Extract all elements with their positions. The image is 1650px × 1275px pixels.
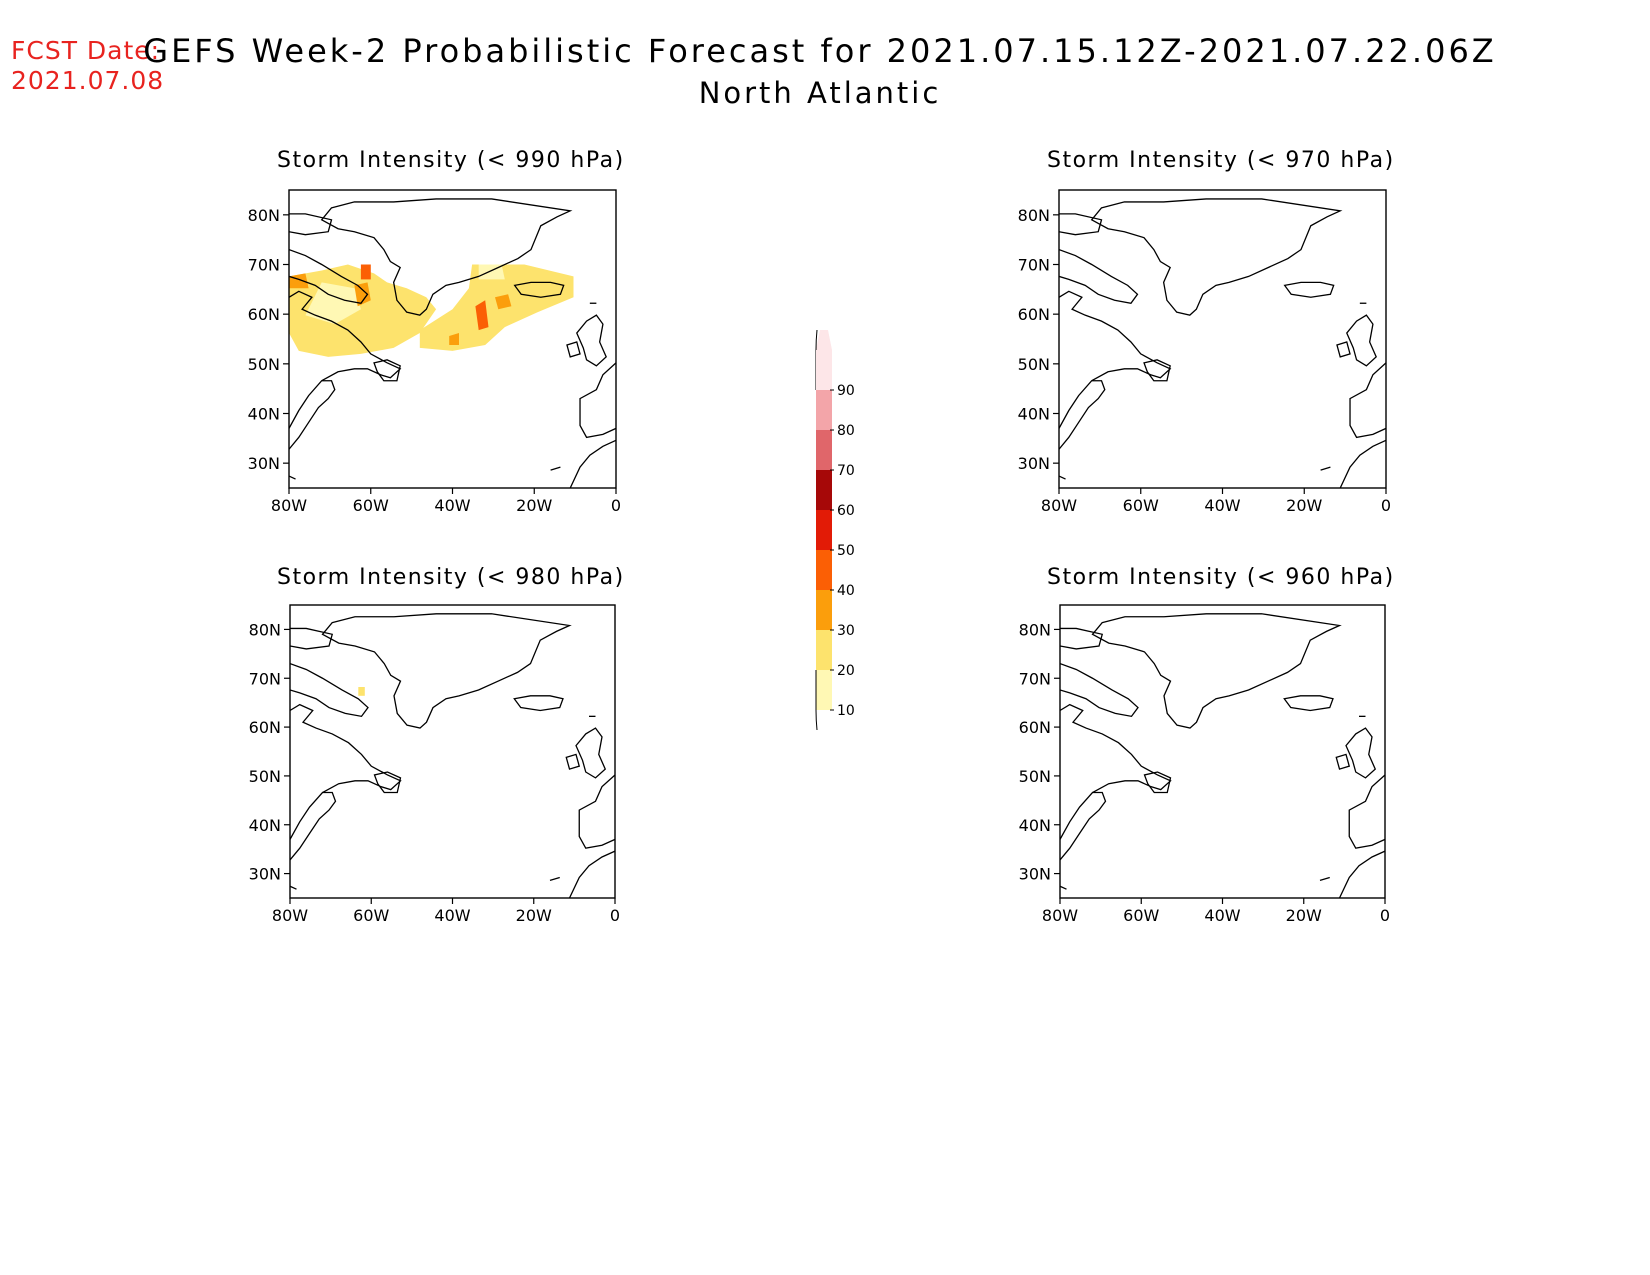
lat-tick-label: 80N bbox=[1018, 206, 1050, 225]
probability-shading bbox=[449, 333, 459, 345]
lon-tick-label: 20W bbox=[1286, 906, 1322, 925]
panel-title-980: Storm Intensity (< 980 hPa) bbox=[277, 565, 625, 590]
lon-tick-label: 80W bbox=[1041, 496, 1077, 515]
lon-tick-label: 80W bbox=[1042, 906, 1078, 925]
probability-shading bbox=[360, 264, 371, 280]
lon-tick-label: 0 bbox=[1381, 496, 1391, 515]
colorbar-label: 70 bbox=[837, 463, 855, 479]
page-subtitle: North Atlantic bbox=[698, 76, 942, 110]
lon-tick-label: 80W bbox=[271, 496, 307, 515]
lat-tick-label: 50N bbox=[249, 767, 281, 786]
lat-tick-label: 70N bbox=[1018, 256, 1050, 275]
colorbar-segment bbox=[816, 390, 832, 430]
lat-tick-label: 40N bbox=[248, 405, 280, 424]
colorbar-label: 40 bbox=[837, 583, 855, 599]
lat-tick-label: 60N bbox=[1018, 305, 1050, 324]
map-panel-p970: 80N 70N 60N 50N 40N 30N 80W 60W 40W 20W 0 bbox=[1018, 189, 1391, 515]
probability-shading bbox=[289, 273, 309, 289]
colorbar-label: 80 bbox=[837, 423, 855, 439]
probability-shading bbox=[419, 264, 574, 351]
colorbar-label: 90 bbox=[837, 383, 855, 399]
lat-tick-label: 60N bbox=[248, 305, 280, 324]
lat-tick-label: 80N bbox=[248, 206, 280, 225]
colorbar-segment bbox=[816, 470, 832, 510]
probability-shading bbox=[478, 264, 505, 280]
lon-tick-label: 20W bbox=[516, 906, 552, 925]
colorbar-label: 60 bbox=[837, 503, 855, 519]
lat-tick-label: 60N bbox=[1019, 718, 1051, 737]
lat-tick-label: 40N bbox=[249, 816, 281, 835]
lon-tick-label: 40W bbox=[1204, 906, 1240, 925]
colorbar-label: 30 bbox=[837, 623, 855, 639]
lon-tick-label: 20W bbox=[1286, 496, 1322, 515]
lat-tick-label: 60N bbox=[249, 718, 281, 737]
lon-tick-label: 20W bbox=[516, 496, 552, 515]
lat-tick-label: 80N bbox=[249, 620, 281, 639]
lat-tick-label: 50N bbox=[248, 355, 280, 374]
probability-shading bbox=[495, 294, 512, 310]
map-panel-p960: 80N 70N 60N 50N 40N 30N 80W 60W 40W 20W 0 bbox=[1019, 604, 1390, 925]
forecast-date-value: 2021.07.08 bbox=[11, 66, 165, 95]
panel-title-970: Storm Intensity (< 970 hPa) bbox=[1047, 148, 1395, 173]
lat-tick-label: 30N bbox=[1019, 865, 1051, 884]
lon-tick-label: 60W bbox=[353, 906, 389, 925]
lat-tick-label: 70N bbox=[1019, 669, 1051, 688]
lat-tick-label: 30N bbox=[1018, 454, 1050, 473]
coastline bbox=[290, 614, 615, 898]
lat-tick-label: 50N bbox=[1019, 767, 1051, 786]
colorbar-segment bbox=[816, 430, 832, 470]
map-panel-p990: 80N 70N 60N 50N 40N 30N 80W 60W 40W 20W 0 bbox=[248, 189, 621, 515]
lon-tick-label: 40W bbox=[434, 906, 470, 925]
colorbar-segment bbox=[816, 590, 832, 630]
forecast-date-label: FCST Date: bbox=[11, 36, 161, 65]
colorbar-label: 10 bbox=[837, 703, 855, 719]
colorbar: 10 20 30 40 50 60 70 80 90 bbox=[815, 330, 855, 730]
colorbar-segment bbox=[816, 630, 832, 670]
probability-shading bbox=[354, 282, 371, 307]
lon-tick-label: 60W bbox=[1123, 496, 1159, 515]
lat-tick-label: 40N bbox=[1019, 816, 1051, 835]
lat-tick-label: 80N bbox=[1019, 620, 1051, 639]
colorbar-segment bbox=[816, 550, 832, 590]
colorbar-segment bbox=[816, 330, 832, 350]
lat-tick-label: 70N bbox=[248, 256, 280, 275]
probability-shading bbox=[358, 687, 365, 696]
colorbar-label: 20 bbox=[837, 663, 855, 679]
colorbar-segment bbox=[816, 510, 832, 550]
map-panel-p980: 80N 70N 60N 50N 40N 30N 80W 60W 40W 20W 0 bbox=[249, 604, 620, 925]
page-title: GEFS Week-2 Probabilistic Forecast for 2… bbox=[143, 32, 1497, 70]
lon-tick-label: 60W bbox=[353, 496, 389, 515]
colorbar-segment bbox=[816, 350, 832, 390]
lat-tick-label: 40N bbox=[1018, 405, 1050, 424]
coastline bbox=[1059, 199, 1386, 488]
lon-tick-label: 0 bbox=[610, 906, 620, 925]
map-frame bbox=[289, 604, 616, 899]
forecast-date-block: FCST Date: 2021.07.08 bbox=[11, 36, 164, 96]
coastline bbox=[1060, 614, 1385, 898]
lon-tick-label: 60W bbox=[1123, 906, 1159, 925]
colorbar-label: 50 bbox=[837, 543, 855, 559]
map-frame bbox=[1059, 604, 1386, 899]
panel-title-960: Storm Intensity (< 960 hPa) bbox=[1047, 565, 1395, 590]
lon-tick-label: 0 bbox=[611, 496, 621, 515]
lat-tick-label: 50N bbox=[1018, 355, 1050, 374]
lon-tick-label: 80W bbox=[272, 906, 308, 925]
panel-title-990: Storm Intensity (< 990 hPa) bbox=[277, 148, 625, 173]
map-frame bbox=[1058, 189, 1387, 489]
lon-tick-label: 40W bbox=[434, 496, 470, 515]
lat-tick-label: 70N bbox=[249, 669, 281, 688]
lon-tick-label: 40W bbox=[1204, 496, 1240, 515]
colorbar-segment bbox=[816, 670, 832, 710]
lon-tick-label: 0 bbox=[1380, 906, 1390, 925]
probability-shading bbox=[475, 300, 489, 331]
lat-tick-label: 30N bbox=[249, 865, 281, 884]
lat-tick-label: 30N bbox=[248, 454, 280, 473]
probability-shading bbox=[305, 282, 361, 325]
